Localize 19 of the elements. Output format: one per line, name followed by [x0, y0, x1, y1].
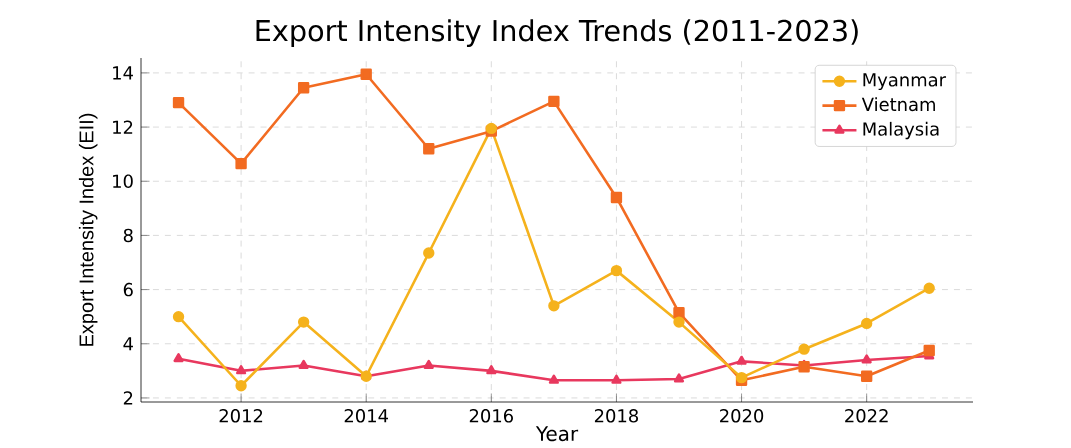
y-tick-label: 10 — [113, 174, 133, 189]
y-tick-label: 14 — [113, 66, 133, 80]
x-tick-label: 2012 — [219, 409, 263, 423]
y-tick-label: 12 — [113, 120, 133, 134]
y-tick-label: 6 — [123, 282, 133, 297]
legend-label: Myanmar — [863, 73, 947, 91]
x-tick-label: 2020 — [720, 409, 764, 423]
x-tick-label: 2022 — [845, 409, 888, 423]
y-axis-title: Export Intensity Index (EII) — [78, 113, 98, 346]
x-tick-label: 2018 — [594, 409, 639, 423]
legend-label: Malaysia — [863, 121, 939, 140]
x-tick-label: 2014 — [344, 409, 389, 423]
y-tick-label: 4 — [123, 337, 133, 351]
y-tick-label: 2 — [123, 391, 133, 405]
x-tick-label: 2016 — [469, 409, 513, 423]
legend-label: Vietnam — [861, 97, 935, 112]
chart-title: Export Intensity Index Trends (2011-2023) — [256, 19, 858, 47]
y-tick-label: 8 — [123, 228, 133, 243]
x-axis-title: Year — [535, 426, 579, 442]
